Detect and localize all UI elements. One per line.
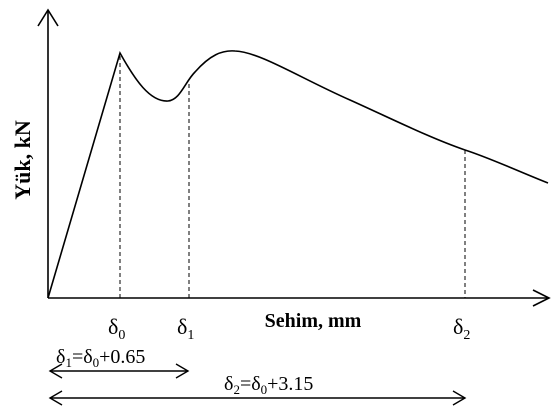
y-axis-arrow bbox=[37, 8, 59, 27]
delta1-tick-label: δ1 bbox=[177, 314, 194, 343]
delta2-equation: δ2=δ0+3.15 bbox=[224, 373, 313, 397]
delta2-span-arrowhead-left bbox=[48, 390, 63, 406]
delta1-span-arrowhead-left bbox=[48, 363, 63, 379]
delta1-span-arrowhead-right bbox=[175, 363, 190, 379]
delta0-tick-label: δ0 bbox=[108, 314, 125, 343]
delta2-tick-label: δ2 bbox=[453, 314, 470, 343]
x-axis-arrow bbox=[532, 289, 551, 307]
delta2-span-arrowhead-right bbox=[452, 390, 467, 406]
x-axis-label: Sehim, mm bbox=[265, 310, 362, 332]
delta1-equation: δ1=δ0+0.65 bbox=[56, 346, 145, 370]
load-deflection-curve bbox=[47, 50, 549, 299]
y-axis-label: Yük, kN bbox=[10, 120, 35, 200]
